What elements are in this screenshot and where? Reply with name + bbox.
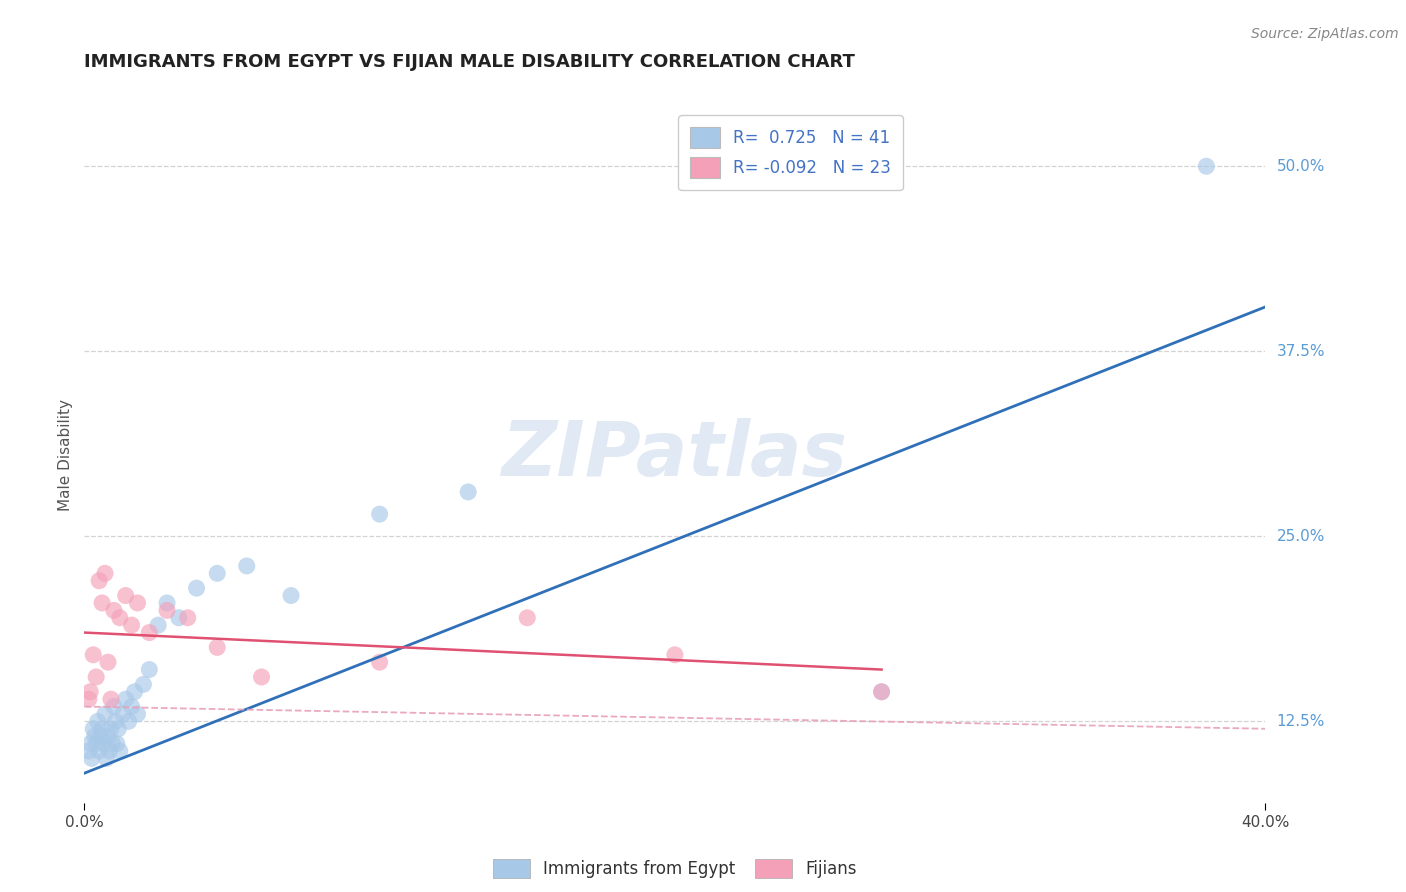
Point [82,648,104,662]
Point [870,685,893,699]
Point [98,744,121,758]
Point [90,729,112,743]
Point [93,737,115,751]
Point [205,640,228,655]
Point [108,611,131,625]
Y-axis label: Male Disability: Male Disability [58,399,73,511]
Point [96,751,118,765]
Point [86,714,108,729]
Point [108,744,131,758]
Point [516,611,538,625]
Point [94,706,117,721]
Point [105,737,128,751]
Point [84,670,107,684]
Point [97,655,120,669]
Point [80,751,103,765]
Point [103,699,125,714]
Point [250,670,273,684]
Point [97,729,120,743]
Text: 12.5%: 12.5% [1277,714,1324,729]
Text: 25.0%: 25.0% [1277,529,1324,544]
Point [91,722,114,736]
Point [368,507,391,521]
Point [104,714,127,729]
Point [103,603,125,617]
Text: 50.0%: 50.0% [1277,159,1324,174]
Point [177,611,200,625]
Point [84,737,107,751]
Point [121,699,143,714]
Point [114,589,136,603]
Point [138,663,160,677]
Point [186,581,208,595]
Point [77,744,100,758]
Point [94,566,117,581]
Point [114,692,136,706]
Point [138,625,160,640]
Point [132,677,155,691]
Point [77,692,100,706]
Point [121,618,143,632]
Point [87,744,111,758]
Point [870,685,893,699]
Point [82,722,104,736]
Point [280,589,302,603]
Point [101,737,124,751]
Point [111,706,134,721]
Point [156,603,179,617]
Point [124,685,146,699]
Point [156,596,179,610]
Legend: Immigrants from Egypt, Fijians: Immigrants from Egypt, Fijians [486,853,863,885]
Point [205,566,228,581]
Point [100,692,122,706]
Text: Source: ZipAtlas.com: Source: ZipAtlas.com [1251,27,1399,41]
Text: ZIPatlas: ZIPatlas [502,418,848,491]
Point [107,722,129,736]
Point [368,655,391,669]
Point [87,574,111,588]
Point [100,722,122,736]
Point [79,737,101,751]
Point [83,729,105,743]
Point [1195,159,1218,173]
Point [91,596,114,610]
Point [235,558,259,573]
Point [664,648,686,662]
Point [457,484,479,499]
Point [148,618,170,632]
Point [79,685,101,699]
Point [127,706,149,721]
Point [167,611,190,625]
Point [118,714,141,729]
Text: IMMIGRANTS FROM EGYPT VS FIJIAN MALE DISABILITY CORRELATION CHART: IMMIGRANTS FROM EGYPT VS FIJIAN MALE DIS… [84,54,855,71]
Point [127,596,149,610]
Text: 37.5%: 37.5% [1277,343,1324,359]
